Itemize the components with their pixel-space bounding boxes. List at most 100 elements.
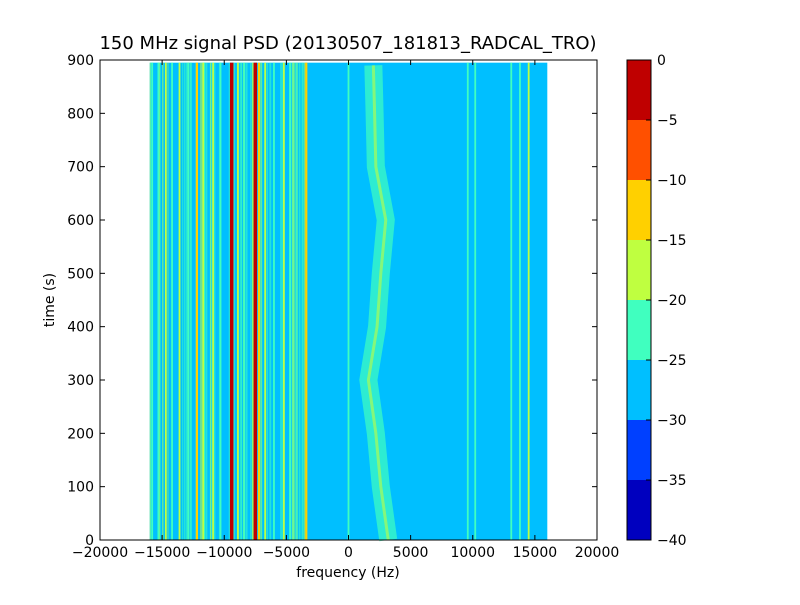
signal-line [347, 62, 350, 541]
colorbar-tick-label: −15 [657, 233, 687, 249]
x-tick-label: −15000 [134, 545, 190, 561]
signal-line [178, 62, 181, 541]
speckle-line [281, 62, 283, 541]
speckle-line [183, 62, 186, 541]
speckle-line [185, 62, 188, 541]
signal-line [519, 62, 521, 541]
speckle-line [245, 62, 248, 541]
x-axis: −20000 −15000 −10000 −5000 0 5000 10000 15000 20… [72, 60, 619, 561]
signal-line [151, 62, 154, 541]
speckle-line [159, 62, 161, 541]
signal-line [466, 62, 469, 541]
signal-line [305, 62, 308, 541]
x-tick-label: −20000 [72, 545, 128, 561]
signal-line [243, 62, 246, 541]
colorbar-tick-label: −25 [657, 353, 687, 369]
signal-line [474, 62, 477, 541]
y-axis: 0 100 200 300 400 500 600 700 800 900 [67, 53, 597, 549]
x-tick-label: −5000 [263, 545, 310, 561]
speckle-line [298, 62, 301, 541]
chart-title: 150 MHz signal PSD (20130507_181813_RADC… [99, 33, 596, 54]
y-tick-label: 400 [67, 320, 94, 336]
signal-line [219, 62, 222, 541]
signal-line [257, 62, 261, 541]
colorbar-tick-label: −20 [657, 293, 687, 309]
x-tick-label: 0 [344, 545, 353, 561]
speckle-line [189, 62, 192, 541]
speckle-line [200, 62, 203, 541]
signal-line [237, 62, 239, 541]
signal-line [171, 62, 173, 541]
signal-line [253, 62, 258, 541]
speckle-line [266, 62, 268, 541]
signal-line [264, 62, 267, 541]
signal-line [527, 62, 530, 541]
y-tick-label: 200 [67, 426, 94, 442]
speckle-line [241, 62, 243, 541]
signal-line [282, 62, 285, 541]
y-tick-label: 800 [67, 106, 94, 122]
colorbar-segment [627, 60, 651, 120]
signal-line [202, 62, 205, 541]
colorbar-segment [627, 420, 651, 480]
signal-line [273, 62, 275, 541]
speckle-line [260, 62, 262, 541]
speckle-line [228, 62, 231, 541]
signal-line [187, 62, 190, 541]
x-tick-label: 20000 [575, 545, 620, 561]
speckle-line [167, 62, 169, 541]
colorbar-segment [627, 120, 651, 180]
y-tick-label: 100 [67, 480, 94, 496]
speckle-line [292, 62, 295, 541]
y-axis-label: time (s) [42, 273, 58, 327]
signal-line [510, 62, 513, 541]
signal-line [157, 62, 160, 541]
speckle-line [205, 62, 208, 541]
signal-line [164, 62, 167, 541]
speckle-line [295, 62, 298, 541]
colorbar-segment [627, 480, 651, 540]
signal-line [289, 62, 292, 541]
colorbar-tick-label: −40 [657, 533, 687, 549]
speckle-line [280, 62, 282, 541]
y-tick-label: 600 [67, 213, 94, 229]
speckle-line [239, 62, 242, 541]
heatmap-layer [149, 62, 548, 542]
y-tick-label: 0 [85, 533, 94, 549]
speckle-line [250, 62, 252, 541]
colorbar-segment [627, 240, 651, 300]
speckle-line [149, 62, 152, 541]
signal-line [195, 62, 199, 541]
colorbar-tick-label: −5 [657, 113, 678, 129]
y-tick-label: 900 [67, 53, 94, 69]
colorbar-segment [627, 180, 651, 240]
speckle-line [269, 62, 272, 541]
y-tick-label: 300 [67, 373, 94, 389]
colorbar-tick-label: −30 [657, 413, 687, 429]
x-tick-label: 15000 [513, 545, 558, 561]
y-tick-label: 700 [67, 160, 94, 176]
y-tick-label: 500 [67, 266, 94, 282]
speckle-line [203, 62, 206, 541]
colorbar: 0 −5 −10 −15 −20 −25 −30 −35 −40 [626, 53, 687, 549]
speckle-line [302, 62, 304, 541]
speckle-line [210, 62, 212, 541]
speckle-line [181, 62, 183, 541]
speckle-line [233, 62, 235, 541]
colorbar-segment [627, 360, 651, 420]
speckle-line [303, 62, 306, 541]
x-axis-label: frequency (Hz) [296, 565, 399, 581]
wandering-signal-core [366, 65, 390, 541]
x-tick-label: −10000 [196, 545, 252, 561]
speckle-line [301, 62, 304, 541]
speckle-line [162, 62, 164, 541]
signal-line [212, 62, 214, 541]
colorbar-segment [627, 300, 651, 360]
colorbar-tick-label: −35 [657, 473, 687, 489]
speckle-line [251, 62, 254, 541]
x-tick-label: 10000 [450, 545, 495, 561]
x-tick-label: 5000 [393, 545, 429, 561]
colorbar-tick-label: 0 [657, 53, 666, 69]
